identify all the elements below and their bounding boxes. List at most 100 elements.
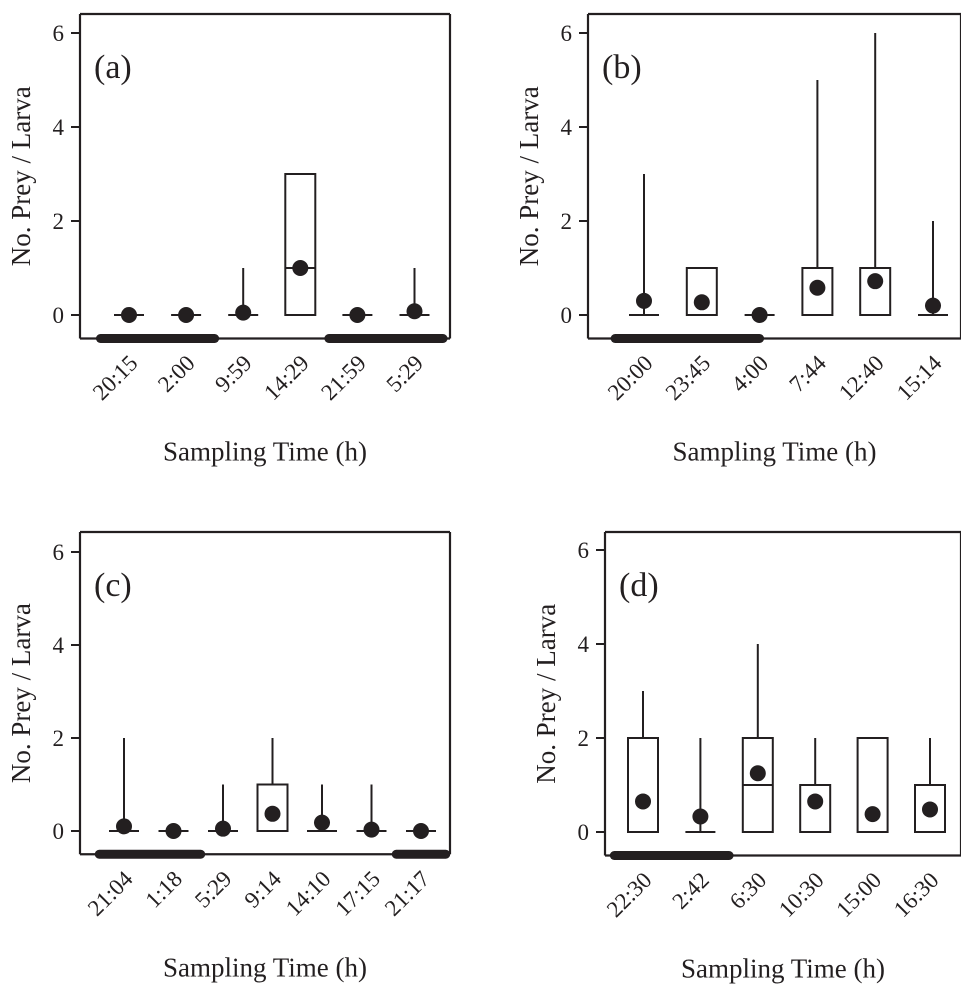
mean-point: [864, 806, 881, 823]
box-iqr: [627, 737, 659, 833]
box-iqr: [914, 784, 946, 833]
mean-point: [406, 303, 423, 320]
box-1:18: [158, 823, 189, 839]
box-23:45: [685, 267, 718, 316]
box-12:40: [859, 33, 892, 316]
x-tick-label: 9:14: [239, 866, 286, 913]
box-21:59: [342, 307, 373, 323]
x-axis-label: Sampling Time (h): [163, 437, 367, 467]
box-20:00: [629, 174, 659, 316]
x-tick-label: 23:45: [661, 350, 716, 405]
mean-point: [349, 307, 366, 323]
mean-point: [121, 307, 137, 323]
y-axis-label: No. Prey / Larva: [514, 86, 544, 266]
y-tick-label: 2: [53, 209, 65, 234]
box-7:44: [801, 80, 834, 316]
mean-point: [749, 765, 766, 782]
x-axis-label: Sampling Time (h): [672, 437, 876, 467]
x-axis-label: Sampling Time (h): [163, 952, 367, 982]
mean-point: [178, 307, 195, 323]
mean-point: [363, 821, 380, 838]
box-14:10: [307, 784, 337, 832]
box-21:04: [109, 738, 139, 835]
y-tick-label: 6: [561, 21, 573, 46]
y-axis-label: No. Prey / Larva: [6, 603, 36, 783]
x-tick-label: 14:29: [259, 350, 314, 405]
box-6:30: [741, 644, 774, 833]
mean-point: [314, 814, 330, 831]
x-tick-label: 20:15: [88, 350, 143, 405]
box-5:29: [208, 784, 238, 837]
box-iqr: [801, 267, 834, 316]
mean-point: [809, 279, 826, 296]
y-tick-label: 2: [561, 209, 573, 234]
box-5:29: [399, 268, 430, 320]
x-tick-label: 10:30: [774, 867, 829, 922]
y-tick-label: 0: [578, 820, 590, 845]
y-tick-label: 4: [53, 633, 65, 658]
y-tick-label: 0: [53, 819, 65, 844]
mean-point: [925, 297, 941, 314]
box-4:00: [744, 307, 775, 323]
x-tick-label: 4:00: [727, 350, 774, 397]
box-9:59: [228, 268, 259, 321]
x-tick-label: 6:30: [725, 867, 772, 914]
x-tick-label: 7:44: [784, 350, 831, 397]
box-20:15: [114, 307, 144, 323]
box-14:29: [284, 173, 317, 316]
mean-point: [413, 823, 429, 839]
box-15:00: [856, 737, 889, 833]
mean-point: [116, 818, 132, 835]
y-tick-label: 6: [53, 540, 65, 565]
mean-point: [692, 808, 709, 825]
panel-a: 0 2 4 6 No. Prey / Larva (a) 20:15 2:00 9:59 14:2…: [6, 12, 452, 467]
x-tick-label: 12:40: [834, 350, 889, 405]
box-21:17: [406, 823, 436, 839]
x-tick-label: 5:29: [381, 350, 428, 397]
x-tick-label: 1:18: [140, 866, 187, 913]
x-tick-label: 16:30: [889, 867, 944, 922]
box-15:14: [918, 221, 948, 316]
y-tick-label: 2: [578, 726, 590, 751]
box-iqr: [856, 737, 889, 833]
mean-point: [264, 805, 281, 822]
box-iqr: [859, 267, 892, 316]
x-tick-label: 15:00: [831, 867, 886, 922]
panel-c: 0 2 4 6 No. Prey / Larva (c) 21:04 1:18 5:29 9:14…: [6, 530, 452, 982]
panel-letter: (d): [619, 567, 659, 604]
x-tick-label: 2:00: [153, 350, 200, 397]
mean-point: [165, 823, 182, 839]
mean-point: [636, 292, 652, 309]
y-tick-label: 4: [578, 632, 590, 657]
mean-point: [292, 260, 309, 276]
y-tick-label: 4: [561, 115, 573, 140]
box-16:30: [914, 738, 946, 833]
panel-d: 0 2 4 6 No. Prey / Larva (d) 22:30 2:42 6:30 10:3…: [531, 530, 961, 984]
y-tick-label: 2: [53, 726, 65, 751]
y-tick-label: 0: [561, 303, 573, 328]
x-axis-label: Sampling Time (h): [681, 954, 885, 984]
box-10:30: [799, 738, 832, 833]
y-tick-label: 4: [53, 115, 65, 140]
mean-point: [235, 304, 252, 321]
x-tick-label: 20:00: [603, 350, 658, 405]
box-22:30: [627, 691, 659, 833]
mean-point: [922, 801, 938, 818]
x-tick-label: 14:10: [281, 866, 336, 921]
mean-point: [867, 273, 884, 290]
x-tick-label: 21:04: [83, 866, 138, 921]
panel-b: 0 2 4 6 No. Prey / Larva (b) 20:00 23:45 4:00 7:4…: [514, 12, 961, 467]
mean-point: [215, 820, 231, 837]
x-tick-label: 21:59: [316, 350, 371, 405]
box-2:00: [171, 307, 202, 323]
y-axis-label: No. Prey / Larva: [6, 86, 36, 266]
panel-letter: (b): [602, 49, 642, 86]
mean-point: [751, 307, 768, 323]
y-axis-label: No. Prey / Larva: [531, 604, 561, 784]
mean-point: [807, 793, 824, 810]
box-iqr: [284, 173, 317, 316]
x-tick-label: 5:29: [190, 866, 237, 913]
panel-letter: (c): [94, 567, 132, 604]
panel-letter: (a): [94, 49, 132, 86]
x-tick-label: 2:42: [667, 867, 714, 914]
